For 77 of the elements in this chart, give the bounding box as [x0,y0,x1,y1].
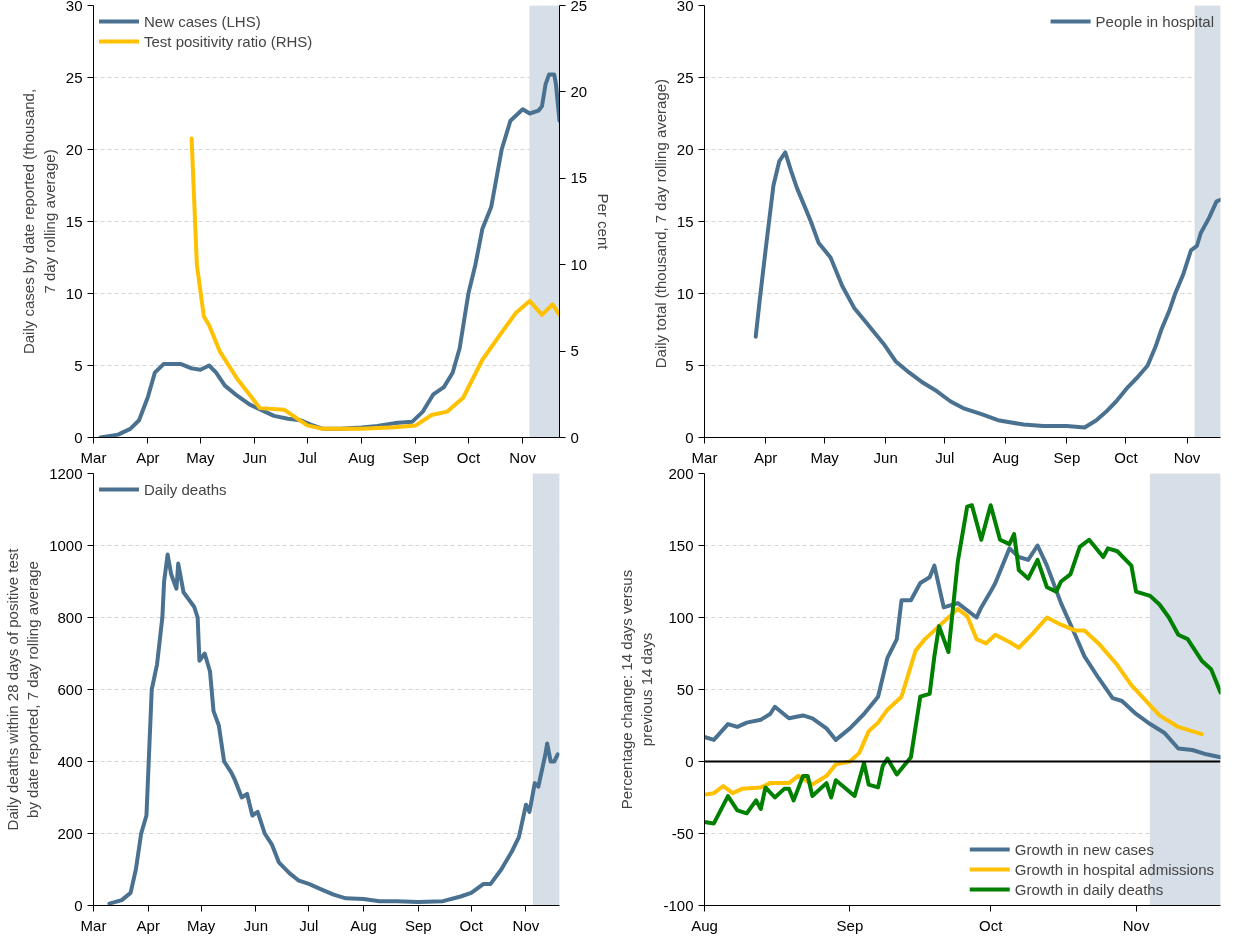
y-tick-label: 400 [57,752,83,770]
x-tick-label: Sep [404,916,432,934]
y-tick-label: 5 [685,356,694,374]
x-tick-label: Apr [753,448,778,466]
x-tick-label: Jun [873,448,898,466]
x-tick-label: Aug [350,916,377,934]
y-tick-label: 600 [57,680,83,698]
legend-label: People in hospital [1095,12,1214,30]
legend-label: New cases (LHS) [144,12,261,30]
y-tick-label: 200 [57,824,83,842]
x-tick-label: Nov [512,916,540,934]
y-axis-title: Percentage change: 14 days versus previous 14 days [618,569,656,810]
x-tick-label: Aug [992,448,1020,466]
x-tick-label: Aug [348,448,375,466]
x-tick-label: Apr [136,448,160,466]
y-tick-label: 30 [676,0,694,14]
y-tick-label: 10 [676,284,694,302]
y-tick-label: 15 [676,212,694,230]
x-tick-label: Jul [935,448,955,466]
y-tick-label: 10 [65,284,83,302]
legend-label: Test positivity ratio (RHS) [144,32,313,50]
x-tick-label: May [187,916,216,934]
y-tick-label: 25 [676,68,694,86]
legend-label: Daily deaths [144,480,227,498]
legend-label: Growth in new cases [1014,840,1154,858]
x-tick-label: Oct [456,448,481,466]
x-tick-label: Apr [136,916,160,934]
y-tick-label: 30 [65,0,83,14]
y-tick-label: 5 [74,356,83,374]
y2-tick-label: 10 [570,255,588,273]
y-tick-label: 1000 [49,536,83,554]
y-axis-title: Daily total (thousand, 7 day rolling average) [651,78,669,369]
x-tick-label: May [186,448,216,466]
y-tick-label: 15 [65,212,83,230]
x-tick-label: Jul [297,448,317,466]
y2-tick-label: 0 [570,428,579,446]
x-tick-label: May [810,448,840,466]
x-tick-label: Jun [243,916,268,934]
x-tick-label: Mar [691,448,718,466]
y-tick-label: 800 [57,608,83,626]
y-tick-label: 20 [676,140,694,158]
y2-tick-label: 15 [570,169,588,187]
y-tick-label: 1200 [49,464,83,482]
x-tick-label: Oct [1114,448,1139,466]
y2-tick-label: 5 [570,342,579,360]
y-tick-label: 25 [65,68,83,86]
legend-label: Growth in hospital admissions [1014,860,1214,878]
x-tick-label: Nov [509,448,537,466]
y-tick-label: 0 [74,428,83,446]
x-tick-label: Mar [80,916,107,934]
y-tick-label: 20 [65,140,83,158]
y2-axis-title: Per cent [595,193,613,251]
x-tick-label: Aug [691,916,718,934]
y-tick-label: -100 [663,896,694,914]
x-tick-label: Sep [836,916,864,934]
x-tick-label: Oct [459,916,484,934]
x-tick-label: Jun [242,448,267,466]
y-axis-title: Daily deaths within 28 days of positive test by date reported, 7 day rolling average [3,547,42,831]
x-tick-label: Sep [402,448,430,466]
x-tick-label: Sep [1053,448,1081,466]
y2-tick-label: 25 [570,0,588,14]
y-tick-label: 50 [676,680,694,698]
y-tick-label: 150 [668,536,694,554]
y2-tick-label: 20 [570,82,588,100]
y-tick-label: -50 [671,824,694,842]
x-tick-label: Nov [1173,448,1201,466]
x-tick-label: Oct [978,916,1004,934]
legend-label: Growth in daily deaths [1014,880,1164,898]
y-tick-label: 100 [668,608,694,626]
x-tick-label: Nov [1122,916,1150,934]
x-tick-label: Jul [299,916,319,934]
x-tick-label: Mar [80,448,107,466]
y-tick-label: 200 [668,464,694,482]
y-tick-label: 0 [685,752,694,770]
y-tick-label: 0 [685,428,694,446]
y-axis-title: Daily cases by date reported (thousand, 7 day rolling average) [20,88,58,355]
y-tick-label: 0 [74,896,83,914]
